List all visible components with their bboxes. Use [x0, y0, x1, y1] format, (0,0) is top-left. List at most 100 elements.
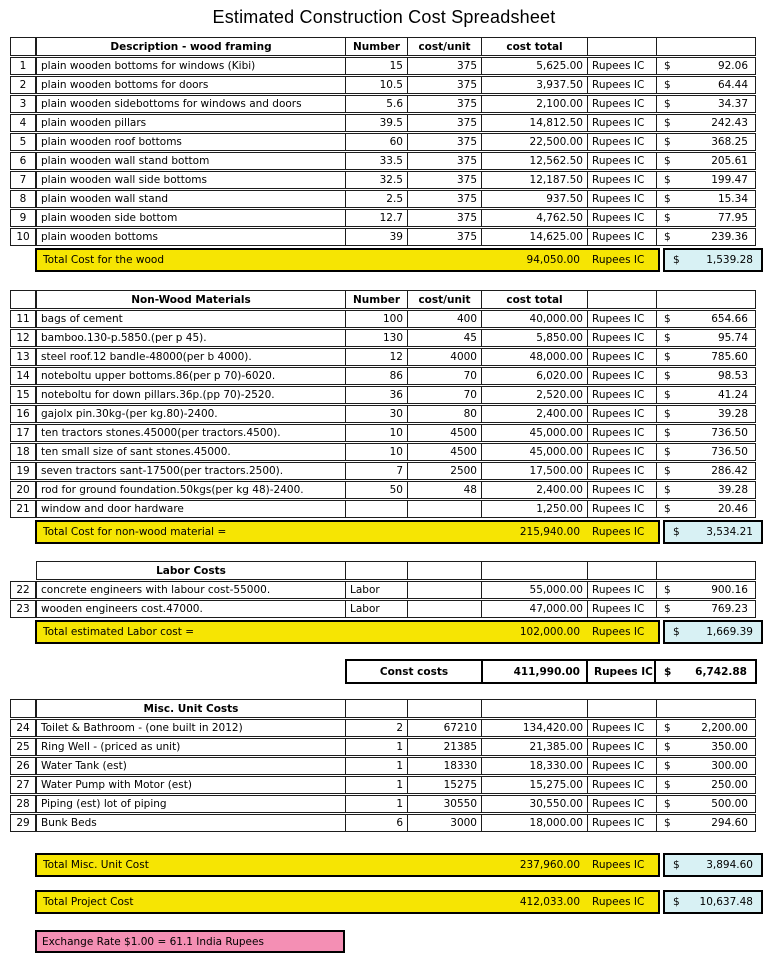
const-costs-row: Const costs 411,990.00 Rupees IC $ 6,742…: [345, 659, 768, 684]
cell-number: 2: [345, 719, 408, 737]
cell-number: 1: [345, 757, 408, 775]
cell-currency: Rupees IC: [587, 57, 657, 75]
cell-usd: $95.74: [656, 329, 756, 347]
cell-cost-total: 12,562.50: [481, 152, 588, 170]
dollar-sign: $: [664, 389, 671, 401]
section-title-cell: Description - wood framing: [36, 37, 346, 56]
table-row: 18 ten small size of sant stones.45000. 10…: [10, 443, 768, 461]
cell-description: Water Pump with Motor (est): [36, 776, 346, 794]
cell-row-number: 22: [10, 581, 36, 599]
table-header-row: Labor Costs: [10, 561, 768, 580]
table-row: 13 steel roof.12 bandle-48000(per b 4000)…: [10, 348, 768, 366]
cell-number: 60: [345, 133, 408, 151]
usd-value: 736.50: [711, 446, 748, 458]
cell-number: 1: [345, 738, 408, 756]
cell-description: bags of cement: [36, 310, 346, 328]
page-title: Estimated Construction Cost Spreadsheet: [212, 7, 556, 27]
cell-cost-unit: 45: [407, 329, 482, 347]
dollar-sign: $: [664, 136, 671, 148]
cell-cost-unit: 70: [407, 386, 482, 404]
table-header-row: Non-Wood Materials Number cost/unit cost to…: [10, 290, 768, 309]
cell-description: Ring Well - (priced as unit): [36, 738, 346, 756]
cell-currency: Rupees IC: [587, 329, 657, 347]
col-header-number: Number: [345, 37, 408, 56]
table-row: 6 plain wooden wall stand bottom 33.5 375 12…: [10, 152, 768, 170]
col-header-currency: [587, 290, 657, 309]
cell-number: 10: [345, 424, 408, 442]
cell-cost-total: 45,000.00: [481, 443, 588, 461]
usd-value: 736.50: [711, 427, 748, 439]
cell-cost-unit: [407, 600, 482, 618]
cell-usd: $64.44: [656, 76, 756, 94]
cell-row-number: 18: [10, 443, 36, 461]
cell-cost-total: 134,420.00: [481, 719, 588, 737]
cell-cost-total: 2,520.00: [481, 386, 588, 404]
cell-description: Water Tank (est): [36, 757, 346, 775]
total-bar: Total Cost for non-wood material = 215,94…: [35, 520, 660, 544]
col-header-cost-total: cost total: [481, 290, 588, 309]
col-header-usd: [656, 37, 756, 56]
cell-cost-total: 47,000.00: [481, 600, 588, 618]
total-amount: 215,940.00: [519, 526, 580, 538]
col-header-number: Number: [345, 290, 408, 309]
section-total-row: Total estimated Labor cost = 102,000.00 Ru…: [10, 620, 768, 644]
usd-value: 239.36: [711, 231, 748, 243]
cell-row-number: 5: [10, 133, 36, 151]
section-title-cell: Labor Costs: [36, 561, 346, 580]
cell-description: plain wooden roof bottoms: [36, 133, 346, 151]
dollar-sign: $: [664, 603, 671, 615]
cell-usd: $98.53: [656, 367, 756, 385]
cell-cost-unit: 375: [407, 152, 482, 170]
cell-description: plain wooden wall stand bottom: [36, 152, 346, 170]
cell-number: 12: [345, 348, 408, 366]
cell-number: 10.5: [345, 76, 408, 94]
cell-cost-unit: [407, 581, 482, 599]
dollar-sign: $: [673, 626, 680, 638]
non-wood-materials-table: Non-Wood Materials Number cost/unit cost to…: [10, 290, 768, 544]
section-title-cell: Misc. Unit Costs: [36, 699, 346, 718]
dollar-sign: $: [664, 741, 671, 753]
cell-number: 39: [345, 228, 408, 246]
cell-cost-unit: 18330: [407, 757, 482, 775]
table-row: 19 seven tractors sant-17500(per tractors…: [10, 462, 768, 480]
table-row: 8 plain wooden wall stand 2.5 375 937.50 Rupe…: [10, 190, 768, 208]
cell-usd: $205.61: [656, 152, 756, 170]
cell-cost-total: 21,385.00: [481, 738, 588, 756]
dollar-sign: $: [664, 79, 671, 91]
cell-row-number: 23: [10, 600, 36, 618]
col-header-number: [345, 561, 408, 580]
cell-row-number: 26: [10, 757, 36, 775]
cell-cost-total: 30,550.00: [481, 795, 588, 813]
cell-cost-total: 12,187.50: [481, 171, 588, 189]
cell-usd: $2,200.00: [656, 719, 756, 737]
total-amount: 412,033.00: [519, 896, 580, 908]
dollar-sign: $: [664, 117, 671, 129]
dollar-sign: $: [664, 212, 671, 224]
cell-number: 100: [345, 310, 408, 328]
total-usd-value: 3,534.21: [706, 526, 753, 538]
cell-description: seven tractors sant-17500(per tractors.2…: [36, 462, 346, 480]
cell-description: plain wooden wall side bottoms: [36, 171, 346, 189]
labor-costs-table: Labor Costs 22 concrete engineers with lab…: [10, 561, 768, 644]
table-row: 29 Bunk Beds 6 3000 18,000.00 Rupees IC $294.6…: [10, 814, 768, 832]
cell-row-number: 2: [10, 76, 36, 94]
cell-description: plain wooden pillars: [36, 114, 346, 132]
row-number-cell: [10, 290, 36, 309]
dollar-sign: $: [673, 254, 680, 266]
total-currency: Rupees IC: [592, 896, 645, 908]
cell-cost-unit: 4500: [407, 424, 482, 442]
usd-value: 286.42: [711, 465, 748, 477]
dollar-sign: $: [664, 60, 671, 72]
usd-value: 242.43: [711, 117, 748, 129]
cell-cost-unit: 375: [407, 133, 482, 151]
table-row: 5 plain wooden roof bottoms 60 375 22,500.00…: [10, 133, 768, 151]
dollar-sign: $: [664, 665, 672, 678]
cell-usd: $286.42: [656, 462, 756, 480]
const-costs-usd-cell: $ 6,742.88: [654, 659, 757, 684]
cell-currency: Rupees IC: [587, 114, 657, 132]
cell-description: plain wooden sidebottoms for windows and…: [36, 95, 346, 113]
dollar-sign: $: [664, 584, 671, 596]
cell-description: plain wooden side bottom: [36, 209, 346, 227]
cell-currency: Rupees IC: [587, 600, 657, 618]
const-costs-total: 411,990.00: [481, 659, 588, 684]
